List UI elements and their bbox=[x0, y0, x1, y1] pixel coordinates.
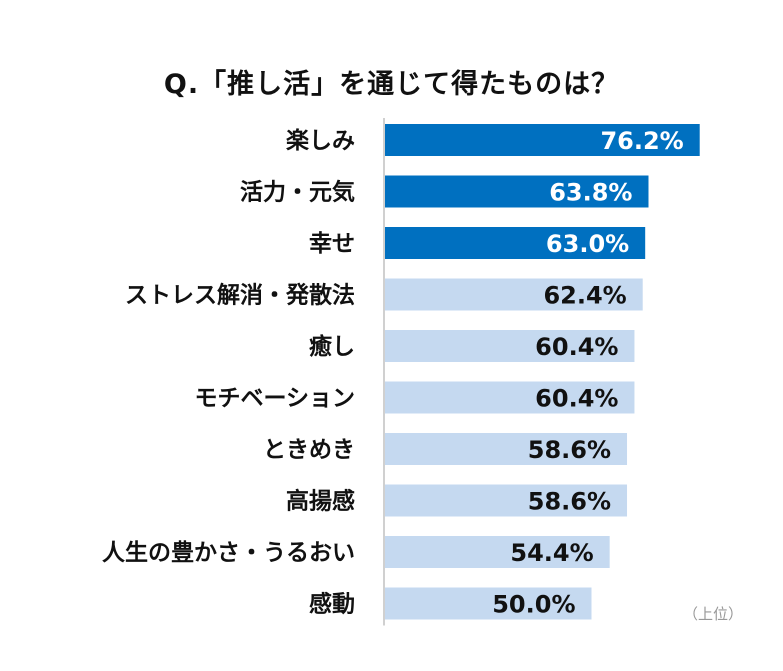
bar-1 bbox=[385, 175, 649, 208]
value-label: 63.0% bbox=[546, 230, 629, 258]
category-label: ときめき bbox=[263, 437, 355, 463]
value-label: 58.6% bbox=[528, 488, 611, 516]
annotation-note: （上位） bbox=[683, 605, 744, 623]
category-label: 感動 bbox=[309, 591, 355, 618]
category-label: 活力・元気 bbox=[240, 179, 355, 206]
bar-7 bbox=[385, 484, 628, 517]
value-label: 60.4% bbox=[535, 333, 618, 361]
value-label: 62.4% bbox=[543, 282, 626, 310]
bar-3 bbox=[385, 278, 643, 311]
category-label: 高揚感 bbox=[286, 488, 355, 515]
bars-group: 楽しみ 76.2% 活力・元気 63.8% 幸せ 63.0% ストレス解消・発散法 62.4%… bbox=[102, 124, 700, 620]
bar-9 bbox=[385, 587, 592, 620]
bar-5 bbox=[385, 381, 635, 414]
value-label: 58.6% bbox=[528, 436, 611, 464]
bar-0 bbox=[385, 124, 700, 156]
bar-4 bbox=[385, 330, 635, 362]
category-label: ストレス解消・発散法 bbox=[125, 282, 355, 309]
value-label: 76.2% bbox=[600, 127, 683, 155]
category-label: モチベーション bbox=[194, 386, 355, 412]
category-label: 幸せ bbox=[309, 231, 355, 257]
chart-title: Q.「推し活」を通じて得たものは？ bbox=[163, 69, 620, 100]
category-label: 人生の豊かさ・うるおい bbox=[102, 539, 355, 566]
value-label: 63.8% bbox=[549, 179, 632, 207]
bar-8 bbox=[385, 536, 610, 568]
value-label: 50.0% bbox=[492, 591, 575, 619]
value-label: 54.4% bbox=[510, 539, 593, 567]
bar-6 bbox=[385, 433, 628, 465]
category-label: 癒し bbox=[309, 333, 355, 360]
value-label: 60.4% bbox=[535, 385, 618, 413]
bar-2 bbox=[385, 227, 646, 259]
category-label: 楽しみ bbox=[286, 127, 355, 154]
